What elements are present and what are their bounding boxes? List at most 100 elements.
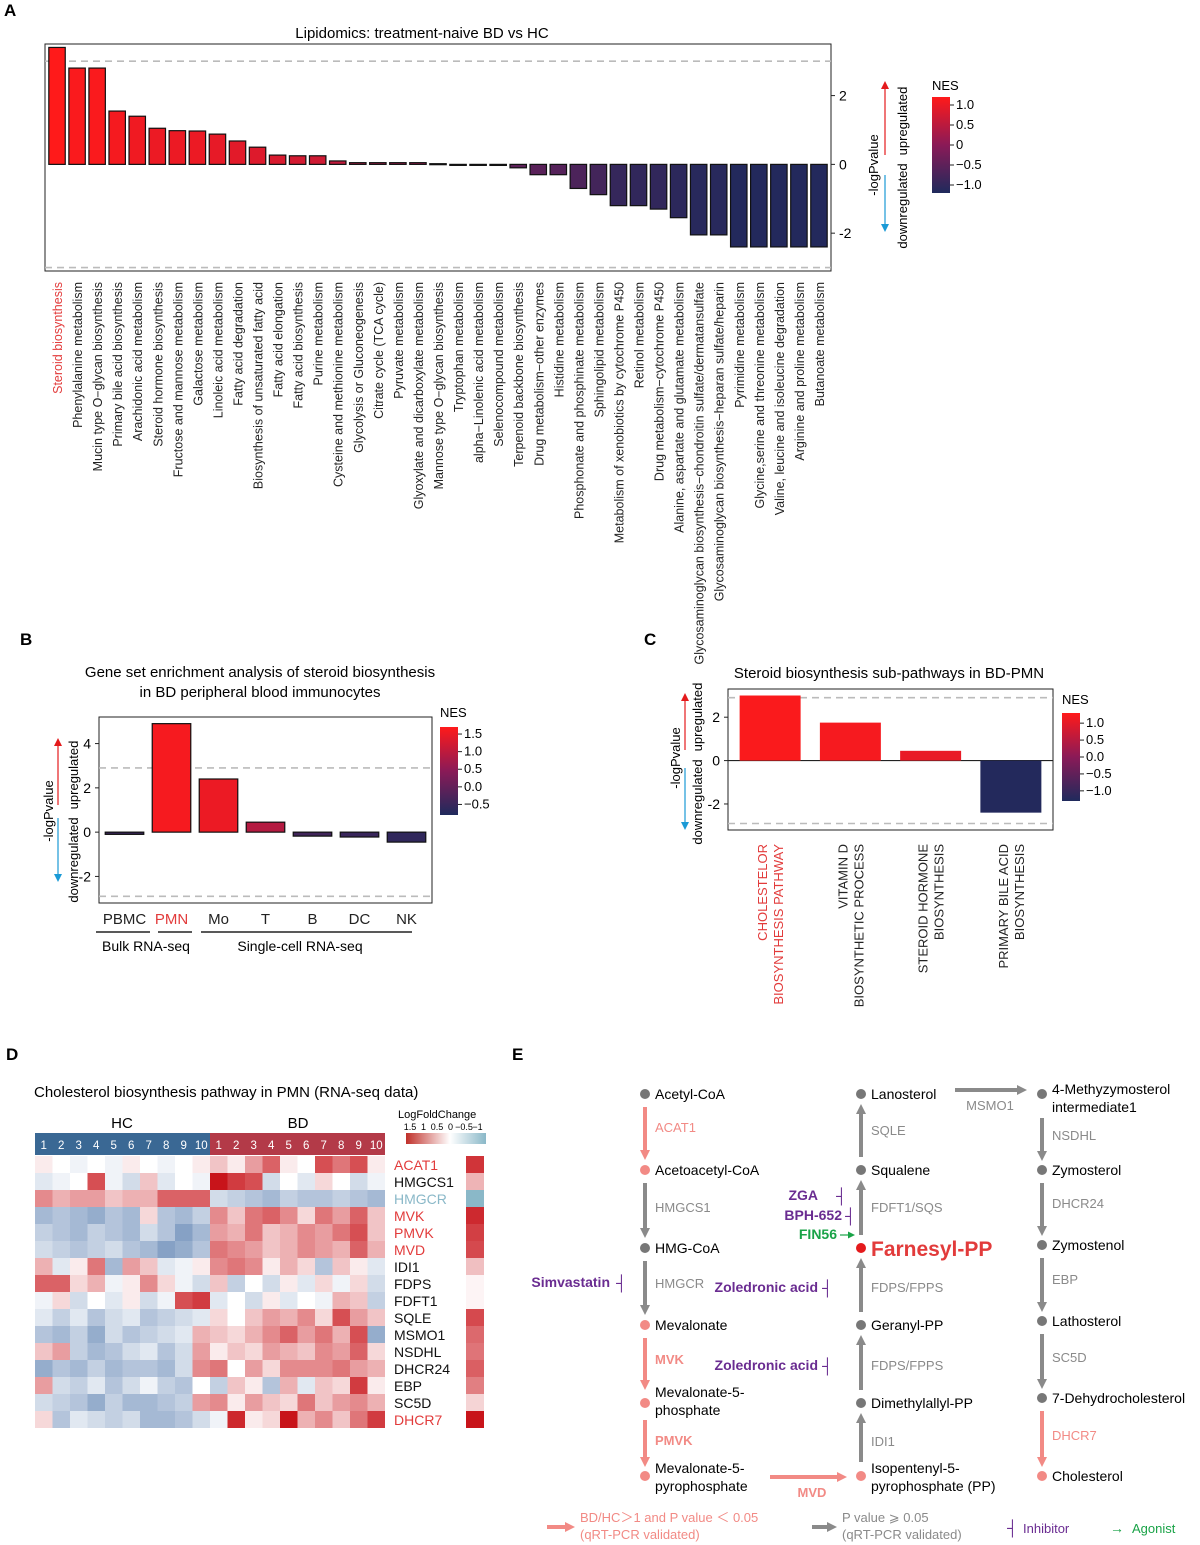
gene-label: FDPS [394,1276,431,1292]
heatmap-cell [105,1207,123,1224]
x-tick-label: Phenylalanine metabolism [71,282,85,428]
heatmap-cell [105,1377,123,1394]
heatmap-cell [245,1377,263,1394]
heatmap-cell [35,1190,53,1207]
legend-tick-label: 0.5 [464,761,482,776]
heatmap-cell [315,1258,333,1275]
bar-6 [386,831,427,843]
bar-15 [348,162,367,165]
panel-e: E Acetyl-CoA Acetoacetyl-CoA HMG-CoA Mev… [512,1045,1185,1542]
chart-c-legend: NES 1.0 0.5 0.0 −0.5 −1.0 [1062,692,1112,801]
bar-1 [68,67,86,165]
heatmap-cell [297,1275,315,1292]
legend-tick-label: 0.0 [464,779,482,794]
bar-0 [104,831,145,835]
heatmap-cell [210,1394,228,1411]
heatmap-cell [210,1190,228,1207]
node-ipp-line1: Isopentenyl-5- [871,1460,960,1476]
heatmap-cell [70,1224,88,1241]
x-tick-label: Drug metabolism−cytochrome P450 [653,282,667,481]
heatmap-cell [157,1292,175,1309]
column-header-cell [70,1133,88,1155]
heatmap-cell [210,1156,228,1173]
heatmap-cell [210,1292,228,1309]
heatmap-cell [35,1411,53,1428]
heatmap-cell [245,1173,263,1190]
heatmap-gene-labels: ACAT1HMGCS1HMGCRMVKPMVKMVDIDI1FDPSFDFT1S… [394,1157,454,1428]
heatmap-cell [350,1241,368,1258]
legend-sig-line1: BD/HC＞1 and P value ＜ 0.05 [580,1510,758,1525]
enzyme-ebp: EBP [1052,1272,1078,1287]
heatmap-cell [332,1309,350,1326]
x-tick-label: Primary bile acid biosynthesis [111,282,125,447]
column-header-label: 4 [93,1140,100,1152]
gene-label: NSDHL [394,1344,442,1360]
heatmap-cell [105,1224,123,1241]
y-tick-label: 0 [712,753,720,769]
heatmap-cell [227,1224,245,1241]
heatmap-cell [122,1292,140,1309]
column-header-label: 10 [370,1140,383,1152]
column-header-cell [52,1133,70,1155]
heatmap-cell [245,1224,263,1241]
heatmap-cell [210,1207,228,1224]
chart-a-x-labels: Steroid biosynthesis Phenylalanine metabo… [51,282,827,665]
heatmap-cell [245,1309,263,1326]
heatmap-cell [367,1241,385,1258]
heatmap-cell [262,1309,280,1326]
heatmap-cell [227,1275,245,1292]
legend-tick-label: 0 [956,137,963,152]
heatmap-cell [350,1411,368,1428]
heatmap-cell [262,1377,280,1394]
gene-label: PMVK [394,1225,434,1241]
heatmap-cell [192,1241,210,1258]
y-tick-label: 2 [839,88,847,104]
heatmap-cell [367,1377,385,1394]
heatmap-cell [332,1360,350,1377]
x-tick-label: Fatty acid elongation [272,282,286,397]
heatmap-cell [157,1394,175,1411]
node-7-dehydrocholesterol: 7-Dehydrocholesterol [1052,1390,1185,1406]
heatmap-cell [245,1326,263,1343]
chart-a-title: Lipidomics: treatment-naive BD vs HC [295,25,549,42]
heatmap-cell [227,1377,245,1394]
group-label-bulk: Bulk RNA-seq [102,938,190,954]
heatmap-cell [280,1309,298,1326]
chart-a-y-axis: -2 0 2 [831,88,852,241]
ylabel-mid: -logPvalue [668,727,683,788]
heatmap-cell [350,1224,368,1241]
column-header-cell [157,1133,175,1155]
node-dot-geranyl [856,1320,866,1330]
heatmap-cell [297,1190,315,1207]
bar-33 [709,163,728,236]
heatmap-cell [210,1326,228,1343]
x-tick-label: Sphingolipid metabolism [592,282,606,418]
x-tick-label: Glycine,serine and threonine metabolism [753,282,767,509]
enzyme-fdps-2: FDPS/FPPS [871,1280,944,1295]
heatmap-cell [367,1394,385,1411]
heatmap-cell [140,1190,158,1207]
heatmap-cell [122,1207,140,1224]
heatmap-cell [280,1360,298,1377]
chart-a-legend: NES 1.0 0.5 0 −0.5 −1.0 [932,78,982,193]
chart-a-y-label: upregulated -logPvalue downregulated [866,81,910,249]
heatmap-cell [52,1326,70,1343]
foldchange-cell [466,1207,484,1224]
heatmap-cell [140,1207,158,1224]
heatmap-cell [297,1156,315,1173]
heatmap-cell [332,1173,350,1190]
heatmap-cell [52,1173,70,1190]
bar-14 [328,160,347,165]
column-header-label: 2 [58,1140,64,1152]
heatmap-cell [350,1275,368,1292]
x-tick-label: PMN [155,911,188,928]
column-header-cell [297,1133,315,1155]
x-tick-label: STEROID HORMONE [916,844,931,974]
node-mev5pp-line2: pyrophosphate [655,1478,748,1494]
heatmap-cell [280,1343,298,1360]
legend-tick-label: 1.5 [464,726,482,741]
legend-a-colorbar [932,97,950,193]
heatmap-cell [367,1275,385,1292]
foldchange-cell [466,1190,484,1207]
column-header-cell [315,1133,333,1155]
